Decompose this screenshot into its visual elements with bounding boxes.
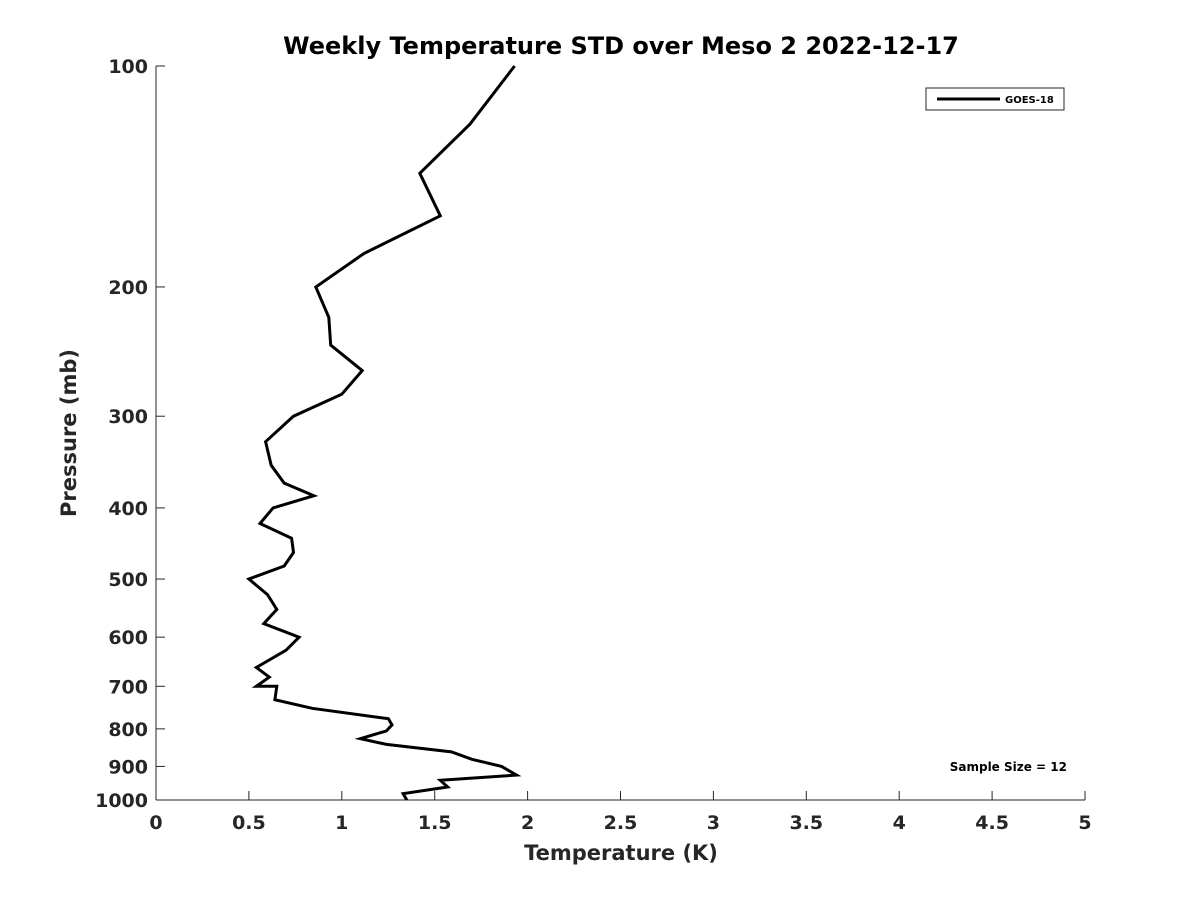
x-tick-label: 2.5 (604, 812, 638, 834)
series-line-goes-18 (245, 65, 522, 801)
x-tick-label: 3 (707, 812, 720, 834)
x-axis-label: Temperature (K) (524, 841, 718, 865)
chart-title: Weekly Temperature STD over Meso 2 2022-… (283, 32, 959, 60)
series-layer (245, 65, 522, 801)
x-tick-label: 1 (335, 812, 348, 834)
x-tick-label: 5 (1078, 812, 1091, 834)
y-tick-label: 300 (108, 406, 148, 428)
y-tick-label: 700 (108, 676, 148, 698)
y-axis-label: Pressure (mb) (57, 349, 81, 517)
x-axis-ticks: 0 0.5 1 1.5 2 2.5 3 3.5 4 4.5 5 (149, 791, 1092, 834)
legend: GOES-18 (925, 87, 1065, 111)
x-tick-label: 1.5 (418, 812, 452, 834)
x-tick-label: 2 (521, 812, 534, 834)
sample-size-annotation: Sample Size = 12 (950, 760, 1067, 774)
x-tick-label: 0.5 (232, 812, 266, 834)
y-tick-label: 1000 (95, 790, 148, 812)
y-tick-label: 500 (108, 569, 148, 591)
x-tick-label: 4 (893, 812, 906, 834)
y-tick-label: 900 (108, 756, 148, 778)
x-tick-label: 3.5 (789, 812, 823, 834)
legend-label-goes-18: GOES-18 (1005, 95, 1054, 106)
x-tick-label: 4.5 (975, 812, 1009, 834)
y-tick-label: 400 (108, 498, 148, 520)
y-tick-label: 800 (108, 719, 148, 741)
x-tick-label: 0 (149, 812, 162, 834)
y-axis-ticks: 100 200 300 400 500 600 700 800 900 1000 (95, 56, 165, 812)
y-tick-label: 600 (108, 627, 148, 649)
y-tick-label: 200 (108, 277, 148, 299)
y-tick-label: 100 (108, 56, 148, 78)
